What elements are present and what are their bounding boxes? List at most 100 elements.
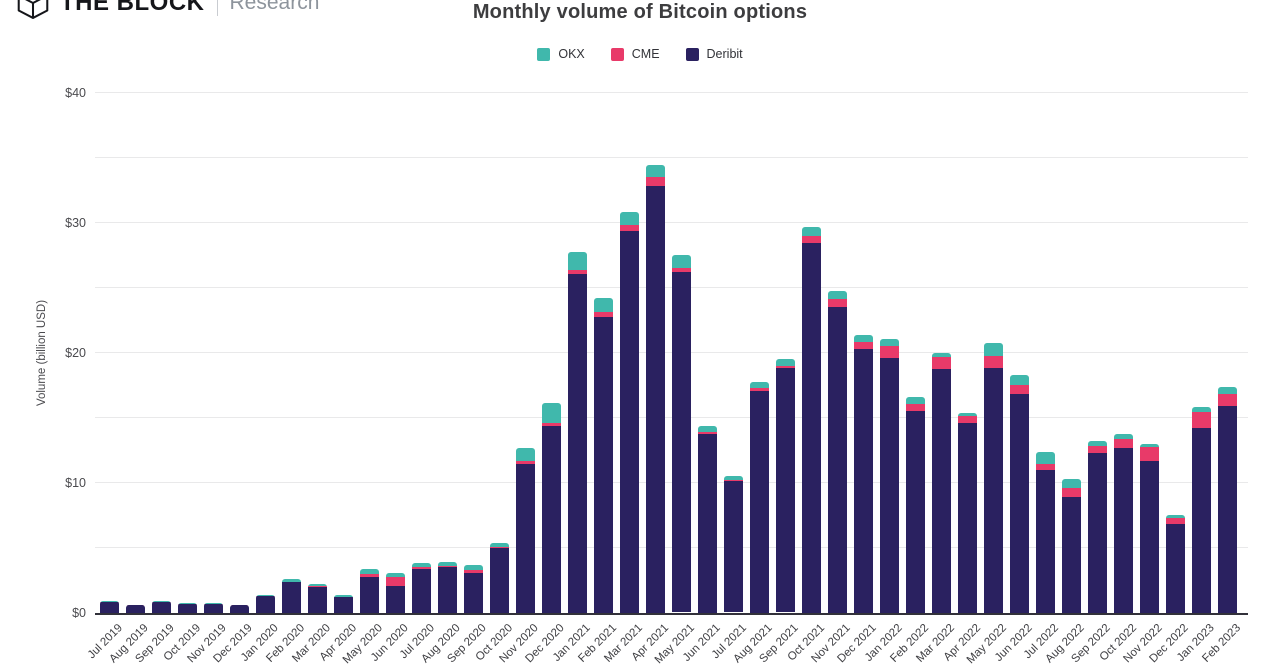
- bar-jan-2020[interactable]: [256, 595, 275, 613]
- bar-dec-2020[interactable]: [542, 403, 561, 613]
- bar-segment-deribit[interactable]: [178, 603, 197, 613]
- bar-segment-deribit[interactable]: [1166, 524, 1185, 613]
- bar-segment-okx[interactable]: [282, 579, 301, 582]
- legend-item-cme[interactable]: CME: [610, 47, 660, 61]
- bar-segment-deribit[interactable]: [958, 423, 977, 613]
- bar-jun-2020[interactable]: [386, 573, 405, 613]
- bar-nov-2019[interactable]: [204, 603, 223, 613]
- bar-segment-okx[interactable]: [1114, 434, 1133, 439]
- bar-segment-deribit[interactable]: [438, 567, 457, 613]
- bar-aug-2019[interactable]: [126, 605, 145, 613]
- bar-segment-deribit[interactable]: [1192, 428, 1211, 613]
- bar-apr-2020[interactable]: [334, 595, 353, 613]
- bar-oct-2022[interactable]: [1114, 434, 1133, 613]
- bar-segment-okx[interactable]: [672, 255, 691, 268]
- bar-segment-okx[interactable]: [204, 603, 223, 604]
- bar-segment-cme[interactable]: [1218, 394, 1237, 407]
- bar-jul-2021[interactable]: [724, 476, 743, 613]
- bar-segment-deribit[interactable]: [360, 576, 379, 613]
- bar-segment-deribit[interactable]: [1088, 452, 1107, 613]
- bar-segment-okx[interactable]: [932, 353, 951, 357]
- bar-segment-cme[interactable]: [1114, 438, 1133, 449]
- bar-may-2020[interactable]: [360, 569, 379, 613]
- bar-oct-2020[interactable]: [490, 543, 509, 613]
- bar-segment-cme[interactable]: [828, 298, 847, 307]
- bar-sep-2021[interactable]: [776, 359, 795, 613]
- bar-segment-cme[interactable]: [724, 479, 743, 482]
- bar-segment-deribit[interactable]: [100, 601, 119, 613]
- bar-segment-deribit[interactable]: [932, 368, 951, 613]
- bar-mar-2022[interactable]: [932, 353, 951, 613]
- bar-segment-okx[interactable]: [594, 298, 613, 313]
- bar-dec-2022[interactable]: [1166, 515, 1185, 613]
- bar-segment-cme[interactable]: [672, 268, 691, 272]
- bar-aug-2022[interactable]: [1062, 479, 1081, 613]
- bar-segment-deribit[interactable]: [516, 463, 535, 613]
- bar-segment-okx[interactable]: [1192, 407, 1211, 413]
- bar-segment-cme[interactable]: [1010, 385, 1029, 395]
- bar-segment-cme[interactable]: [386, 576, 405, 586]
- bar-segment-deribit[interactable]: [646, 186, 665, 613]
- bar-segment-okx[interactable]: [464, 565, 483, 571]
- bar-may-2022[interactable]: [984, 343, 1003, 613]
- bar-segment-cme[interactable]: [646, 176, 665, 187]
- bar-segment-deribit[interactable]: [1218, 406, 1237, 613]
- bar-sep-2019[interactable]: [152, 601, 171, 613]
- bar-segment-cme[interactable]: [490, 546, 509, 549]
- bar-segment-cme[interactable]: [464, 570, 483, 573]
- bar-segment-cme[interactable]: [776, 365, 795, 369]
- bar-segment-cme[interactable]: [1140, 447, 1159, 461]
- bar-segment-okx[interactable]: [334, 595, 353, 597]
- bar-segment-cme[interactable]: [854, 342, 873, 350]
- bar-segment-cme[interactable]: [412, 566, 431, 569]
- bar-dec-2019[interactable]: [230, 605, 249, 613]
- bar-segment-deribit[interactable]: [724, 481, 743, 613]
- bar-segment-cme[interactable]: [906, 403, 925, 412]
- bar-segment-deribit[interactable]: [854, 349, 873, 613]
- bar-jul-2019[interactable]: [100, 601, 119, 613]
- bar-segment-okx[interactable]: [256, 595, 275, 597]
- bar-jan-2021[interactable]: [568, 252, 587, 613]
- bar-apr-2021[interactable]: [646, 165, 665, 613]
- bar-jun-2021[interactable]: [698, 426, 717, 613]
- bar-segment-cme[interactable]: [698, 431, 717, 434]
- bar-segment-okx[interactable]: [750, 382, 769, 389]
- bar-may-2021[interactable]: [672, 255, 691, 613]
- bar-segment-deribit[interactable]: [1140, 460, 1159, 613]
- bar-segment-cme[interactable]: [984, 356, 1003, 369]
- bar-segment-cme[interactable]: [1062, 488, 1081, 498]
- bar-feb-2022[interactable]: [906, 397, 925, 613]
- bar-feb-2023[interactable]: [1218, 387, 1237, 613]
- bar-segment-deribit[interactable]: [828, 306, 847, 613]
- bar-segment-deribit[interactable]: [1010, 394, 1029, 613]
- bar-segment-deribit[interactable]: [282, 582, 301, 613]
- legend-item-deribit[interactable]: Deribit: [685, 47, 743, 61]
- bar-feb-2021[interactable]: [594, 298, 613, 613]
- bar-segment-deribit[interactable]: [542, 425, 561, 613]
- bar-segment-okx[interactable]: [178, 603, 197, 604]
- bar-segment-deribit[interactable]: [256, 596, 275, 613]
- bar-segment-okx[interactable]: [516, 448, 535, 461]
- bar-segment-cme[interactable]: [802, 236, 821, 243]
- bar-segment-deribit[interactable]: [126, 605, 145, 613]
- bar-segment-deribit[interactable]: [906, 411, 925, 613]
- bar-segment-okx[interactable]: [1036, 452, 1055, 464]
- legend-item-okx[interactable]: OKX: [537, 47, 585, 61]
- bar-segment-deribit[interactable]: [698, 433, 717, 613]
- bar-segment-okx[interactable]: [828, 291, 847, 299]
- bar-segment-cme[interactable]: [516, 461, 535, 464]
- bar-segment-cme[interactable]: [282, 581, 301, 583]
- bar-segment-deribit[interactable]: [334, 596, 353, 613]
- bar-segment-okx[interactable]: [1088, 441, 1107, 447]
- bar-segment-okx[interactable]: [1218, 387, 1237, 395]
- bar-segment-okx[interactable]: [152, 601, 171, 602]
- bar-segment-deribit[interactable]: [750, 391, 769, 613]
- bar-segment-cme[interactable]: [1166, 518, 1185, 525]
- bar-sep-2022[interactable]: [1088, 441, 1107, 613]
- bar-segment-okx[interactable]: [698, 426, 717, 432]
- bar-segment-deribit[interactable]: [1036, 470, 1055, 613]
- bar-segment-cme[interactable]: [620, 225, 639, 231]
- bar-segment-cme[interactable]: [958, 416, 977, 424]
- bar-segment-okx[interactable]: [854, 335, 873, 343]
- bar-segment-deribit[interactable]: [464, 572, 483, 613]
